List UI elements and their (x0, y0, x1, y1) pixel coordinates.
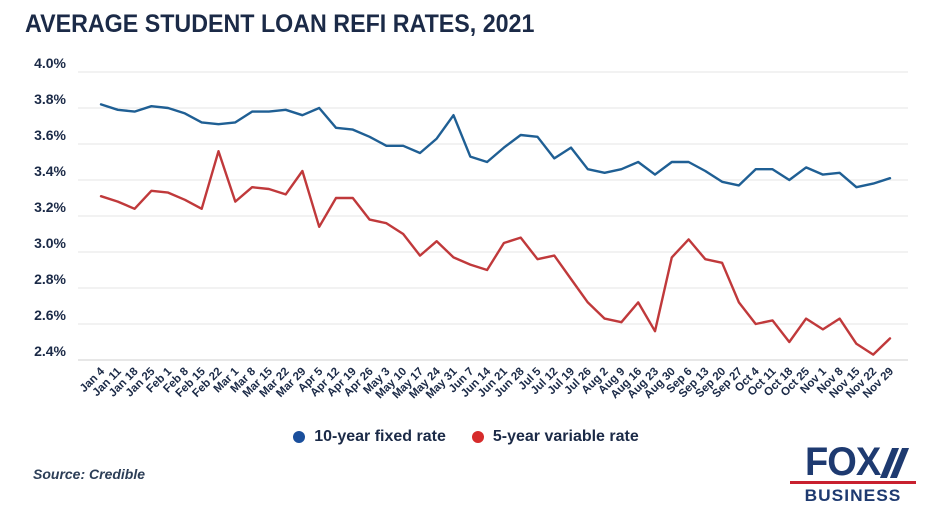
legend-label-variable-rate: 5-year variable rate (492, 428, 639, 445)
source-credit: Source: Credible (33, 466, 146, 482)
legend-label-fixed-rate: 10-year fixed rate (314, 428, 446, 445)
svg-text:2.6%: 2.6% (34, 307, 66, 323)
svg-text:4.0%: 4.0% (34, 55, 66, 71)
svg-text:3.4%: 3.4% (34, 163, 66, 179)
blue-dot-icon (293, 431, 306, 443)
refi-rates-chart: 4.0% 3.8% 3.6% 3.4% 3.2% 3.0% 2.8% 2.6% 2.4% Jan … (0, 50, 932, 422)
fox-wordmark: FOX (805, 440, 881, 484)
logo-red-bar (790, 481, 916, 484)
legend-item-variable-rate: 5-year variable rate (471, 428, 639, 446)
red-dot-icon (471, 431, 484, 443)
svg-text:3.6%: 3.6% (34, 127, 66, 143)
chart-legend: 10-year fixed rate 5-year variable rate (0, 428, 932, 446)
page-title: AVERAGE STUDENT LOAN REFI RATES, 2021 (25, 10, 535, 38)
fox-logo-top: FOX (790, 440, 916, 484)
svg-text:2.4%: 2.4% (34, 343, 66, 359)
fox-slashes-icon (879, 448, 909, 479)
svg-text:3.8%: 3.8% (34, 91, 66, 107)
business-wordmark: BUSINESS (804, 486, 902, 505)
svg-text:3.2%: 3.2% (34, 199, 66, 215)
legend-item-fixed-rate: 10-year fixed rate (293, 428, 446, 446)
chart-canvas: 4.0%3.8%3.6%3.4%3.2%3.0%2.8%2.6%2.4%Jan … (34, 55, 908, 401)
svg-text:3.0%: 3.0% (34, 235, 66, 251)
fox-business-logo: FOX BUSINESS (790, 440, 916, 506)
svg-text:2.8%: 2.8% (34, 271, 66, 287)
